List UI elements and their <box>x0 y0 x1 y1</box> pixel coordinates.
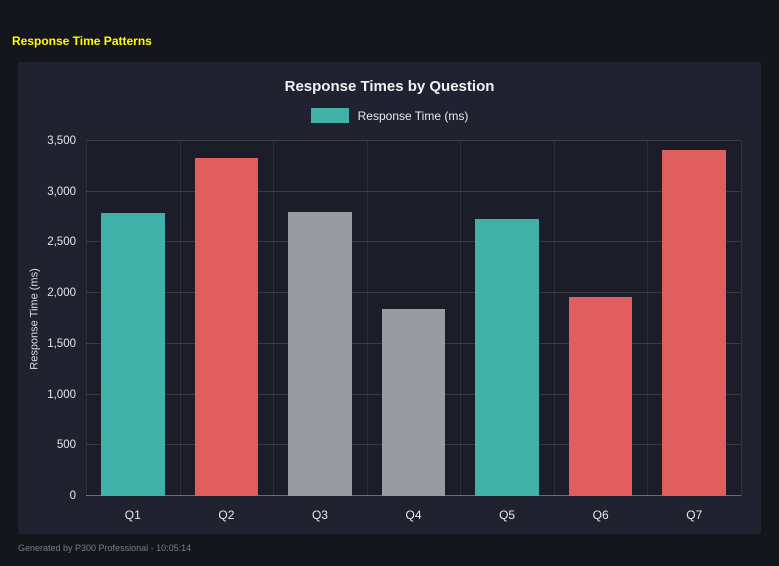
x-tick-label: Q1 <box>124 508 141 522</box>
gridline <box>553 141 555 496</box>
y-tick-label: 3,000 <box>47 185 76 198</box>
bar-band <box>460 141 554 496</box>
gridline <box>741 141 742 496</box>
gridline <box>86 292 741 294</box>
bar-q2[interactable] <box>194 158 259 496</box>
gridline <box>86 140 741 141</box>
legend-swatch <box>310 108 349 123</box>
bar-band <box>554 141 648 496</box>
y-tick-label: 2,000 <box>47 287 76 300</box>
bar-band <box>367 141 461 496</box>
y-tick-label: 500 <box>56 439 76 452</box>
y-tick-label: 2,500 <box>47 236 76 249</box>
bar-q7[interactable] <box>662 150 727 496</box>
gridline <box>366 141 368 496</box>
bar-q6[interactable] <box>568 297 633 496</box>
footer-text: Generated by P300 Professional - 10:05:1… <box>18 543 192 553</box>
bar-q4[interactable] <box>381 309 446 496</box>
x-tick-label: Q3 <box>311 508 328 522</box>
bars-layer <box>86 141 741 496</box>
legend: Response Time (ms) <box>18 108 761 123</box>
bar-q3[interactable] <box>288 212 352 496</box>
x-axis-labels: Q1 Q2 Q3 Q4 Q5 Q6 Q7 <box>86 496 741 522</box>
gridline <box>179 141 181 496</box>
gridline <box>460 141 462 496</box>
bar-q1[interactable] <box>100 213 165 496</box>
y-tick-label: 1,500 <box>47 337 76 350</box>
y-axis-title: Response Time (ms) <box>29 267 42 370</box>
x-tick-label: Q2 <box>218 508 235 522</box>
x-tick-label: Q5 <box>499 508 516 522</box>
x-tick-label: Q6 <box>592 508 609 522</box>
x-tick-label: Q4 <box>405 508 422 522</box>
bar-q5[interactable] <box>475 219 539 496</box>
bar-band <box>86 141 180 496</box>
y-tick-label: 3,500 <box>47 135 76 147</box>
gridline <box>647 141 649 496</box>
page-title: Response Time Patterns <box>12 34 152 48</box>
bar-band <box>647 141 741 496</box>
gridline <box>273 141 275 496</box>
plot-area: 0 500 1,000 1,500 2,000 2,500 3,000 3,500 Respo… <box>29 135 742 522</box>
chart-panel: Response Times by Question Response Time… <box>18 62 761 534</box>
bar-band <box>273 141 367 496</box>
gridline <box>86 241 741 243</box>
y-tick-label: 1,000 <box>47 388 76 401</box>
gridline <box>86 190 741 192</box>
y-axis-title-wrap: Response Time (ms) <box>28 141 42 496</box>
legend-label: Response Time (ms) <box>357 108 469 123</box>
x-tick-label: Q7 <box>686 508 703 522</box>
chart-title: Response Times by Question <box>284 78 495 95</box>
gridline <box>86 141 87 496</box>
bar-band <box>180 141 274 496</box>
y-tick-label: 0 <box>69 490 76 502</box>
